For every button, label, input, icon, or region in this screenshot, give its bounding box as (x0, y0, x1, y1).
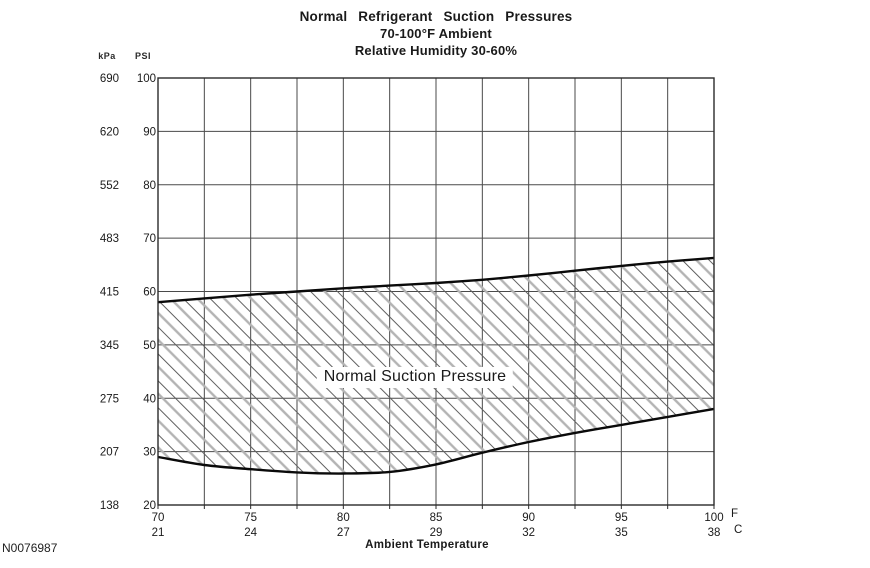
x-tick-label-fahrenheit: 100 (704, 512, 723, 524)
x-axis-title: Ambient Temperature (365, 539, 489, 551)
chart-title-block: Normal Refrigerant Suction Pressures 70-… (0, 8, 870, 59)
x-axis-unit-fahrenheit: F (731, 508, 739, 520)
x-tick-label-celsius: 29 (430, 527, 443, 539)
y-tick-label-psi: 90 (143, 126, 156, 138)
x-tick-label-fahrenheit: 70 (152, 512, 165, 524)
y-tick-label-kpa: 415 (100, 287, 119, 299)
y-tick-label-kpa: 275 (100, 393, 119, 405)
x-tick-label-celsius: 38 (708, 527, 721, 539)
y-tick-label-psi: 30 (143, 447, 156, 459)
y-tick-label-kpa: 690 (100, 73, 119, 85)
y-tick-label-psi: 70 (143, 233, 156, 245)
y-tick-label-kpa: 345 (100, 340, 119, 352)
y-tick-label-psi: 80 (143, 180, 156, 192)
y-axis-unit-kpa: kPa (98, 51, 116, 61)
normal-pressure-band-area (158, 257, 714, 474)
y-tick-label-kpa: 483 (100, 233, 119, 245)
x-axis-unit-celsius: C (734, 524, 743, 536)
chart-title: Normal Refrigerant Suction Pressures (299, 9, 573, 24)
normal-band-label: Normal Suction Pressure (316, 367, 514, 388)
y-tick-label-psi: 40 (143, 393, 156, 405)
x-tick-label-fahrenheit: 90 (522, 512, 535, 524)
y-tick-label-kpa: 620 (100, 126, 119, 138)
chart-subtitle-humidity: Relative Humidity 30-60% (354, 43, 518, 58)
x-tick-label-fahrenheit: 75 (244, 512, 257, 524)
chart-subtitle-ambient: 70-100°F Ambient (380, 26, 492, 41)
x-axis-labels: 70 21 75 24 80 27 85 29 90 32 95 35 100 38 (152, 512, 724, 539)
upper-limit-curve (157, 256, 715, 304)
x-tick-label-fahrenheit: 80 (337, 512, 350, 524)
figure-id: N0076987 (2, 541, 58, 555)
x-axis-ticks (157, 505, 715, 509)
y-axis-unit-psi: PSI (134, 51, 151, 61)
y-tick-label-psi: 60 (143, 287, 156, 299)
x-tick-label-celsius: 27 (337, 527, 350, 539)
x-tick-label-celsius: 21 (152, 527, 165, 539)
lower-limit-curve (157, 407, 715, 475)
y-tick-label-kpa: 207 (100, 447, 119, 459)
x-tick-label-fahrenheit: 85 (430, 512, 443, 524)
y-tick-label-psi: 50 (143, 340, 156, 352)
x-tick-label-celsius: 35 (615, 527, 628, 539)
x-tick-label-celsius: 24 (244, 527, 257, 539)
y-tick-label-psi: 20 (143, 500, 156, 512)
y-tick-label-kpa: 138 (100, 500, 119, 512)
x-tick-label-celsius: 32 (522, 527, 535, 539)
x-tick-label-fahrenheit: 95 (615, 512, 628, 524)
y-tick-label-psi: 100 (137, 73, 156, 85)
y-axis-labels: 100 690 90 620 80 552 70 483 60 415 50 345 40 275 30 20… (100, 73, 156, 512)
y-tick-label-kpa: 552 (100, 180, 119, 192)
